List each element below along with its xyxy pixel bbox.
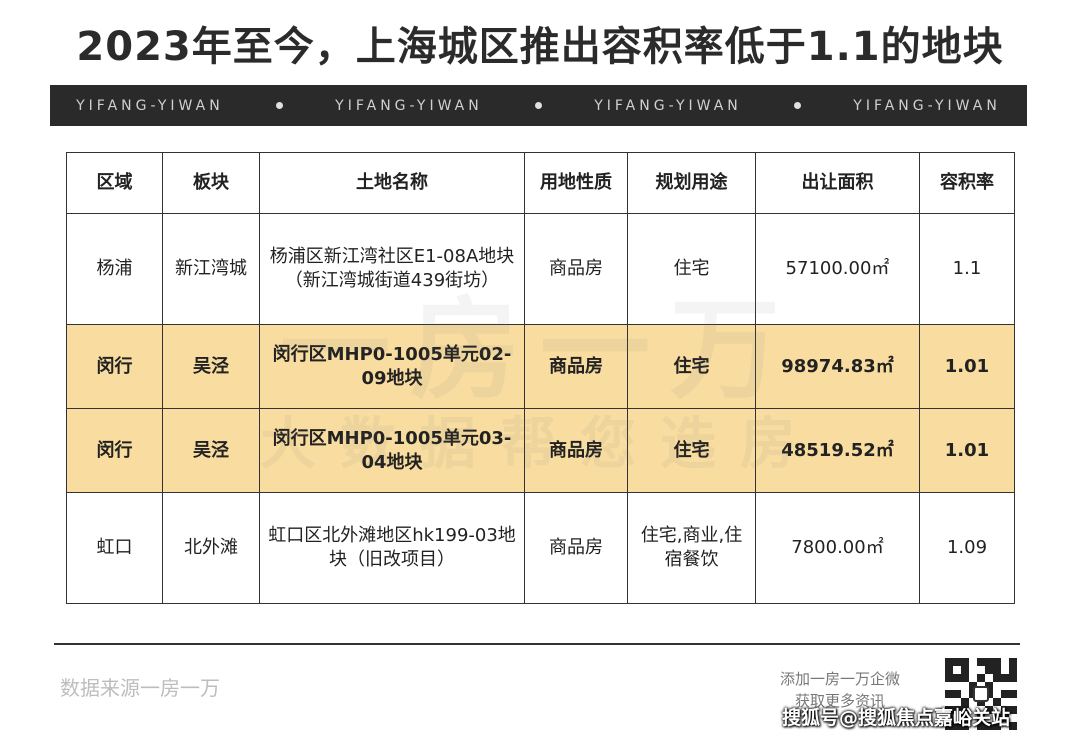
header-sector: 板块 <box>162 152 260 214</box>
banner-text: YIFANG-YIWAN <box>594 97 742 114</box>
cell-land-name: 虹口区北外滩地区hk199-03地块（旧改项目） <box>259 492 525 604</box>
header-land-name: 土地名称 <box>259 152 525 214</box>
dot-separator <box>534 102 542 109</box>
dot-separator <box>794 102 802 109</box>
table-header-row: 区域 板块 土地名称 用地性质 规划用途 出让面积 容积率 <box>66 152 1015 214</box>
cell-land-type: 商品房 <box>524 324 628 409</box>
wechat-line: 添加一房一万企微 <box>779 670 900 688</box>
cell-land-name: 杨浦区新江湾社区E1-08A地块（新江湾城街道439街坊） <box>259 213 525 325</box>
banner-text: YIFANG-YIWAN <box>76 97 224 114</box>
cell-land-type: 商品房 <box>524 492 628 604</box>
cell-land-name: 闵行区MHP0-1005单元02-09地块 <box>259 324 525 409</box>
dot-separator <box>275 102 283 109</box>
table-row: 杨浦 新江湾城 杨浦区新江湾社区E1-08A地块（新江湾城街道439街坊） 商品… <box>66 213 1015 325</box>
land-table: 区域 板块 土地名称 用地性质 规划用途 出让面积 容积率 杨浦 新江湾城 杨浦… <box>66 152 1015 604</box>
cell-far: 1.1 <box>919 213 1015 325</box>
table-row-highlighted: 闵行 吴泾 闵行区MHP0-1005单元03-04地块 商品房 住宅 48519… <box>66 408 1015 493</box>
cell-land-type: 商品房 <box>524 213 628 325</box>
wechat-line: 获取更多资讯 <box>794 692 885 710</box>
banner-text: YIFANG-YIWAN <box>335 97 483 114</box>
cell-land-name: 闵行区MHP0-1005单元03-04地块 <box>259 408 525 493</box>
cell-area: 48519.52㎡ <box>755 408 920 493</box>
qr-code[interactable] <box>945 658 1017 730</box>
footer-divider <box>54 643 1020 645</box>
header-district: 区域 <box>66 152 163 214</box>
banner-text: YIFANG-YIWAN <box>853 97 1001 114</box>
cell-usage: 住宅 <box>627 213 756 325</box>
qr-logo-icon <box>973 686 989 702</box>
cell-usage: 住宅 <box>627 324 756 409</box>
brand-banner: YIFANG-YIWAN YIFANG-YIWAN YIFANG-YIWAN Y… <box>50 85 1027 126</box>
cell-district: 闵行 <box>66 324 163 409</box>
header-land-type: 用地性质 <box>524 152 628 214</box>
cell-sector: 吴泾 <box>162 324 260 409</box>
cell-far: 1.01 <box>919 408 1015 493</box>
table-row-highlighted: 闵行 吴泾 闵行区MHP0-1005单元02-09地块 商品房 住宅 98974… <box>66 324 1015 409</box>
cell-area: 57100.00㎡ <box>755 213 920 325</box>
cell-far: 1.09 <box>919 492 1015 604</box>
cell-district: 杨浦 <box>66 213 163 325</box>
header-usage: 规划用途 <box>627 152 756 214</box>
data-source: 数据来源一房一万 <box>60 676 220 700</box>
cell-area: 98974.83㎡ <box>755 324 920 409</box>
cell-land-type: 商品房 <box>524 408 628 493</box>
cell-area: 7800.00㎡ <box>755 492 920 604</box>
cell-far: 1.01 <box>919 324 1015 409</box>
page-title: 2023年至今，上海城区推出容积率低于1.1的地块 <box>76 24 1004 70</box>
cell-usage: 住宅 <box>627 408 756 493</box>
wechat-prompt: 添加一房一万企微 获取更多资讯 <box>760 668 920 712</box>
cell-sector: 新江湾城 <box>162 213 260 325</box>
cell-sector: 北外滩 <box>162 492 260 604</box>
source-credit: 搜狐号@搜狐焦点嘉峪关站 <box>782 707 1011 729</box>
header-far: 容积率 <box>919 152 1015 214</box>
cell-district: 虹口 <box>66 492 163 604</box>
header-area: 出让面积 <box>755 152 920 214</box>
cell-sector: 吴泾 <box>162 408 260 493</box>
cell-district: 闵行 <box>66 408 163 493</box>
cell-usage: 住宅,商业,住宿餐饮 <box>627 492 756 604</box>
table-row: 虹口 北外滩 虹口区北外滩地区hk199-03地块（旧改项目） 商品房 住宅,商… <box>66 492 1015 604</box>
